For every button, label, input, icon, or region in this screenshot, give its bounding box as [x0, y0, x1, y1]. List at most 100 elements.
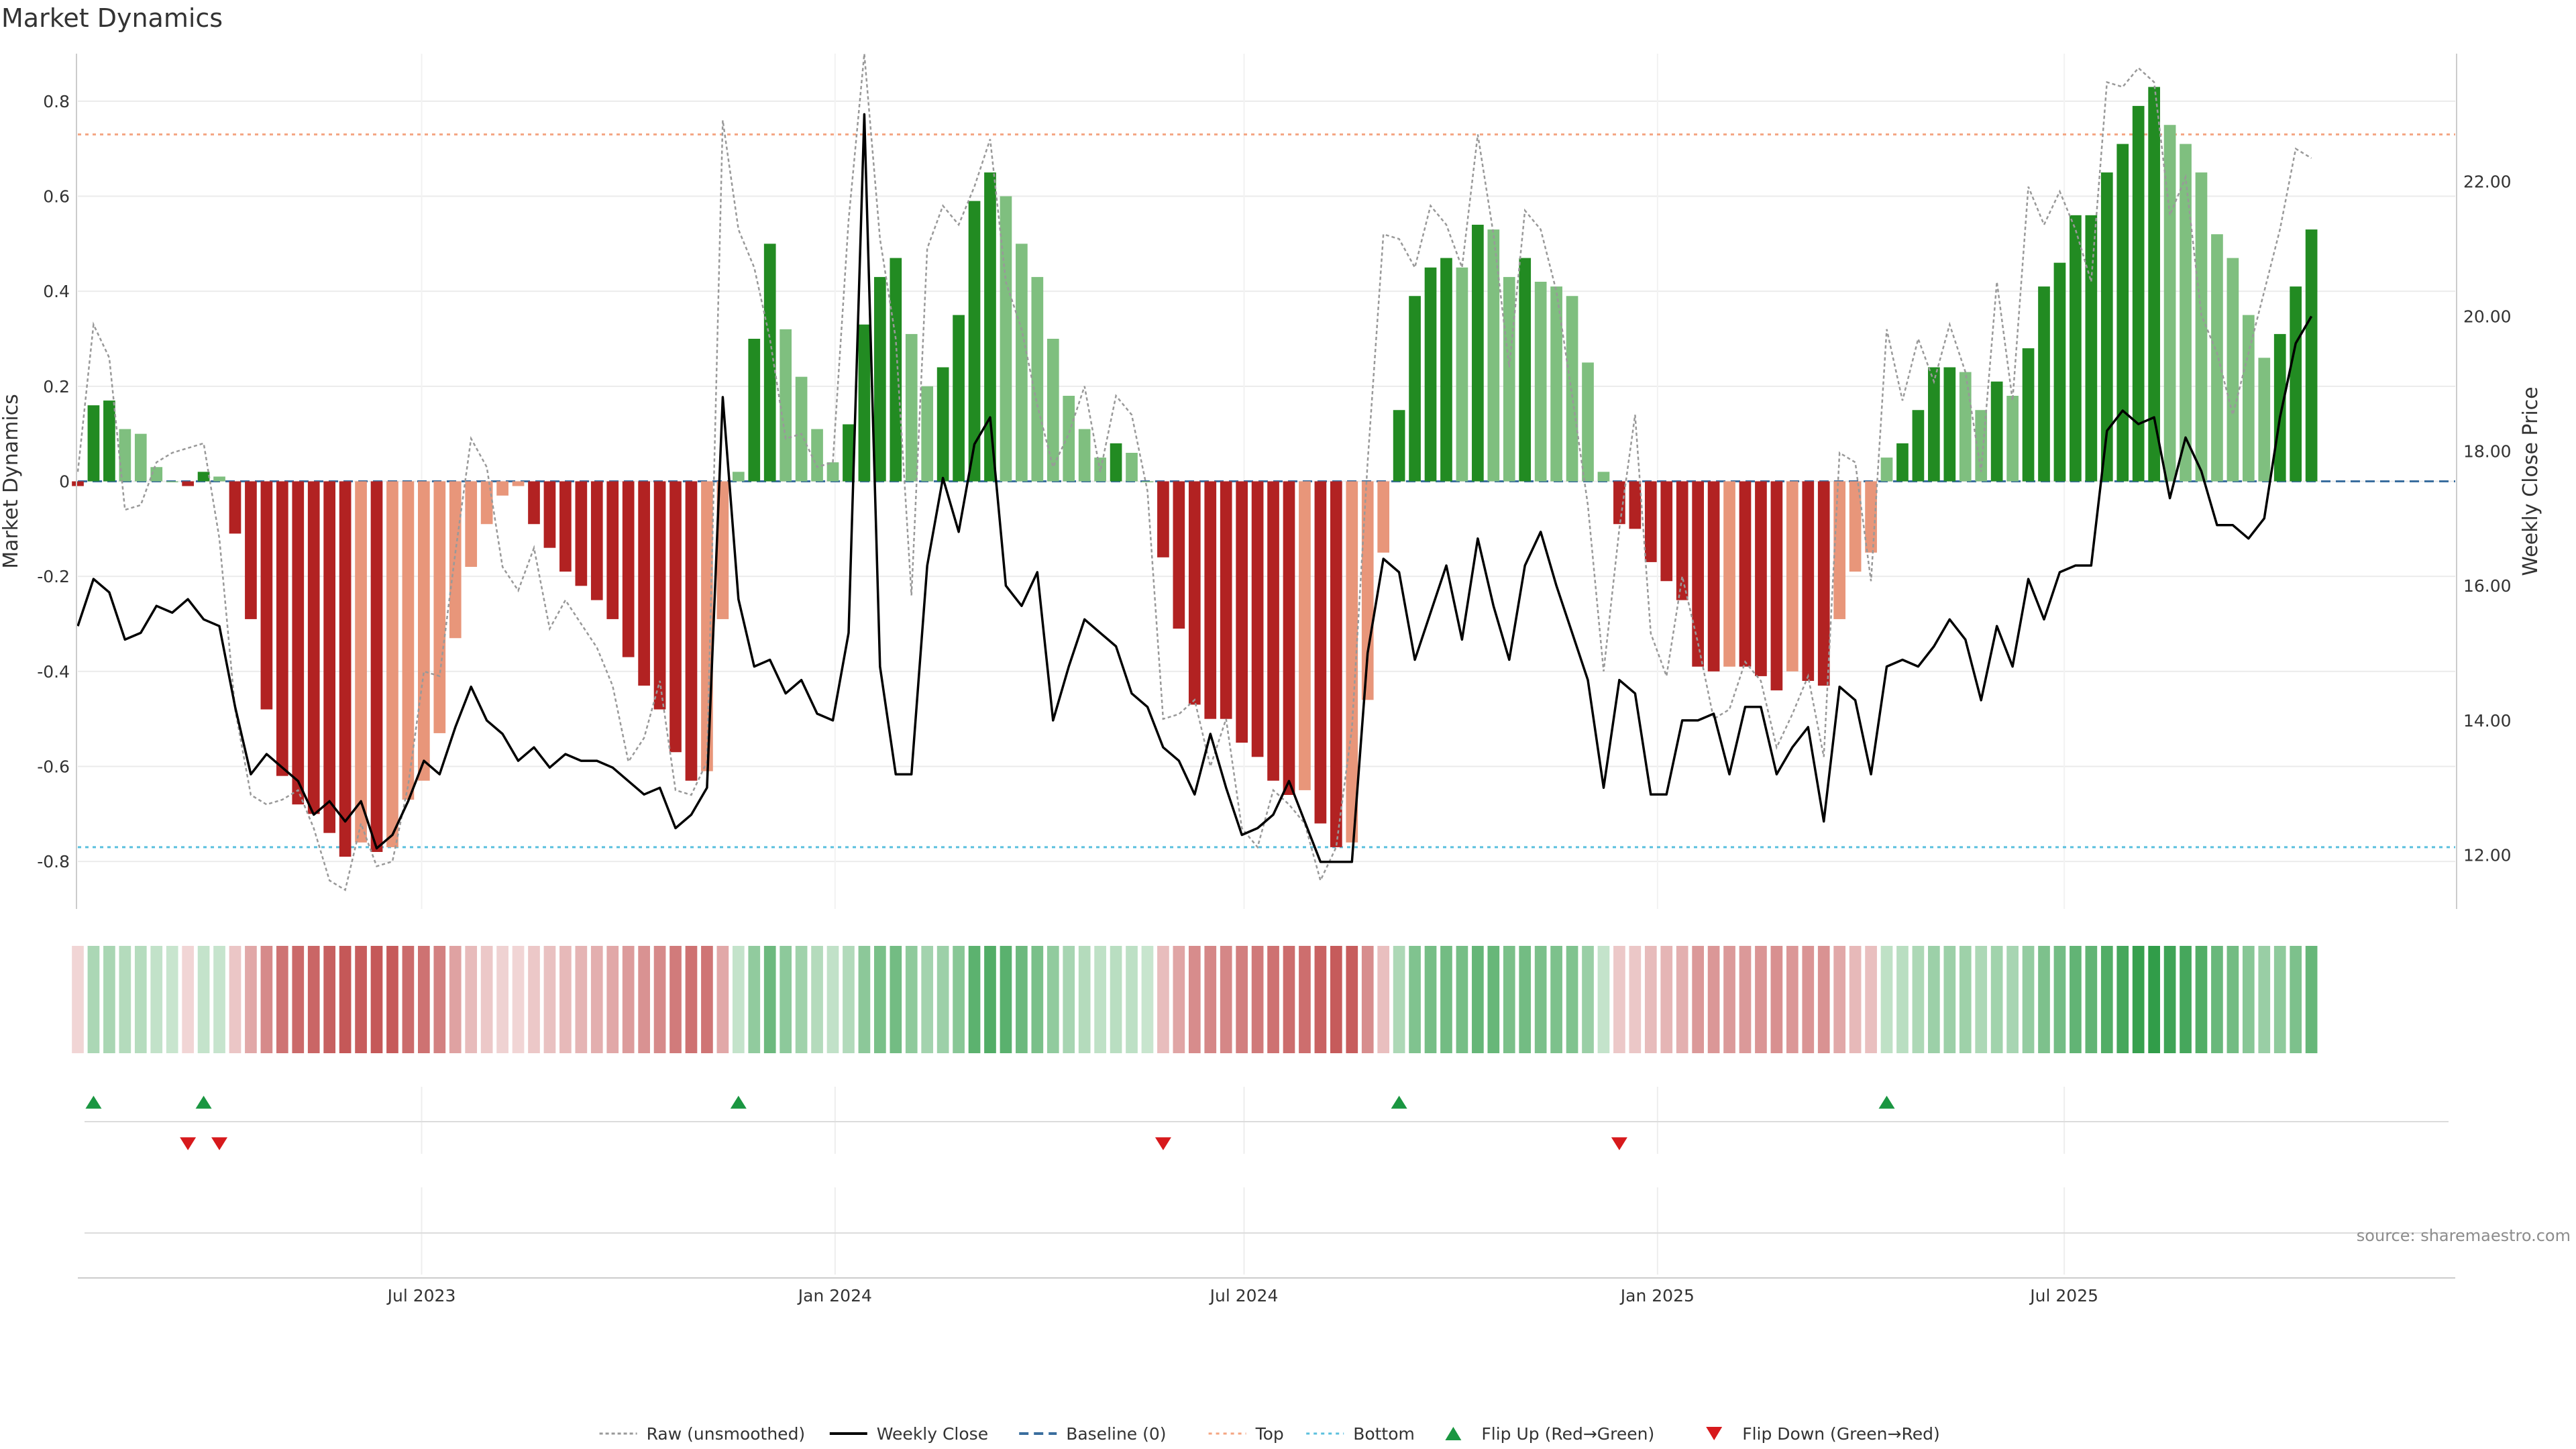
legend-label: Flip Up (Red→Green) — [1481, 1424, 1654, 1444]
dynamics-bar — [1456, 267, 1468, 482]
heat-strip-cell — [1786, 946, 1799, 1053]
dynamics-bar — [1314, 481, 1327, 824]
heat-strip-cell — [103, 946, 115, 1053]
heat-strip-cell — [701, 946, 713, 1053]
dynamics-bar — [1440, 258, 1452, 482]
heat-strip-cell — [229, 946, 241, 1053]
dynamics-bar — [2180, 144, 2192, 482]
dynamics-bar — [1330, 481, 1342, 847]
dynamics-bar — [984, 172, 996, 482]
legend-swatch-flip-up — [1445, 1427, 1462, 1440]
legend-label: Weekly Close — [877, 1424, 988, 1444]
dynamics-bar — [1613, 481, 1625, 525]
legend-label: Raw (unsmoothed) — [647, 1424, 806, 1444]
heat-strip-cell — [1928, 946, 1940, 1053]
dynamics-bar — [1660, 481, 1673, 582]
dynamics-bar — [339, 481, 352, 857]
heat-strip-cell — [2116, 946, 2129, 1053]
heat-strip-cell — [307, 946, 320, 1053]
price-lines — [76, 53, 2313, 892]
heat-strip-cell — [543, 946, 556, 1053]
dynamics-bar — [418, 481, 430, 781]
flip-markers-panel — [85, 1087, 2449, 1154]
dynamics-bar — [890, 258, 902, 482]
dynamics-bar — [1361, 481, 1374, 700]
heat-strip-cell — [921, 946, 934, 1053]
left-tick-label: 0.8 — [43, 92, 70, 111]
heat-strip-cell — [260, 946, 273, 1053]
heat-strip-cell — [2100, 946, 2113, 1053]
heat-strip-cell — [1660, 946, 1673, 1053]
dynamics-bar — [72, 481, 84, 486]
dynamics-bar — [433, 481, 446, 733]
dynamics-bar — [1236, 481, 1248, 743]
dynamics-bar — [1220, 481, 1232, 719]
dynamics-bar — [166, 481, 178, 482]
source-note: source: sharemaestro.com — [2357, 1226, 2571, 1245]
heat-strip-cell — [1503, 946, 1515, 1053]
dynamics-bar — [780, 329, 792, 482]
heat-strip-cell — [559, 946, 572, 1053]
heat-strip-cell — [1440, 946, 1452, 1053]
dynamics-bar — [182, 481, 194, 486]
dynamics-bar — [2290, 286, 2302, 482]
heat-strip-cell — [1676, 946, 1688, 1053]
heat-strip-cell — [1078, 946, 1091, 1053]
heat-strip-cell — [512, 946, 525, 1053]
heat-strip-cell — [1346, 946, 1358, 1053]
left-axis-label: Market Dynamics — [0, 394, 23, 569]
dynamics-bar — [1519, 258, 1532, 482]
heat-strip-cell — [134, 946, 147, 1053]
left-tick-label: 0 — [59, 472, 70, 492]
heat-strip-cell — [984, 946, 996, 1053]
heat-strip-cell — [2132, 946, 2145, 1053]
left-tick-label: -0.2 — [37, 567, 70, 586]
raw-line — [76, 53, 2312, 892]
dynamics-bar — [843, 424, 855, 482]
heat-strip-cell — [292, 946, 305, 1053]
dynamics-bar — [245, 481, 257, 619]
heat-strip-cell — [370, 946, 383, 1053]
heat-strip-cell — [1046, 946, 1059, 1053]
heat-strip-cell — [2242, 946, 2255, 1053]
dynamics-bars — [72, 87, 2318, 857]
heat-strip-cell — [2305, 946, 2318, 1053]
heat-strip-cell — [166, 946, 178, 1053]
dynamics-bar — [2116, 144, 2129, 482]
dynamics-bar — [811, 429, 823, 482]
heat-strip-cell — [2006, 946, 2019, 1053]
dynamics-bar — [1204, 481, 1217, 719]
dynamics-bar — [1346, 481, 1358, 843]
dynamics-bar — [1472, 225, 1484, 482]
dynamics-bar — [953, 315, 965, 482]
heat-strip-cell — [669, 946, 682, 1053]
dynamics-bar — [1912, 410, 1925, 482]
dynamics-bar — [449, 481, 462, 639]
dynamics-bar — [543, 481, 556, 548]
heat-strip-cell — [1975, 946, 1988, 1053]
heat-strip-cell — [780, 946, 792, 1053]
dynamics-bar — [669, 481, 682, 753]
right-tick-label: 14.00 — [2463, 711, 2512, 731]
dynamics-bar — [1063, 396, 1075, 482]
lower-panel — [85, 1187, 2449, 1275]
dynamics-bar — [307, 481, 320, 814]
heat-strip-cell — [197, 946, 210, 1053]
heat-strip-cell — [1361, 946, 1374, 1053]
dynamics-bar — [968, 201, 981, 482]
right-axis-label: Weekly Close Price — [2519, 386, 2542, 576]
heat-strip-cell — [1126, 946, 1138, 1053]
dynamics-bar — [2132, 105, 2145, 482]
heat-strip-cell — [496, 946, 508, 1053]
date-tick-label: Jul 2023 — [386, 1286, 456, 1305]
right-tick-label: 18.00 — [2463, 441, 2512, 461]
heat-strip-cell — [1770, 946, 1783, 1053]
heat-strip-cell — [1016, 946, 1028, 1053]
right-tick-label: 22.00 — [2463, 172, 2512, 192]
legend: Raw (unsmoothed) Weekly Close Baseline (0)… — [599, 1424, 1940, 1444]
dynamics-bar — [1676, 481, 1688, 600]
heat-strip-cell — [1267, 946, 1279, 1053]
dynamics-bar — [921, 386, 934, 482]
heat-strip-cell — [1393, 946, 1405, 1053]
